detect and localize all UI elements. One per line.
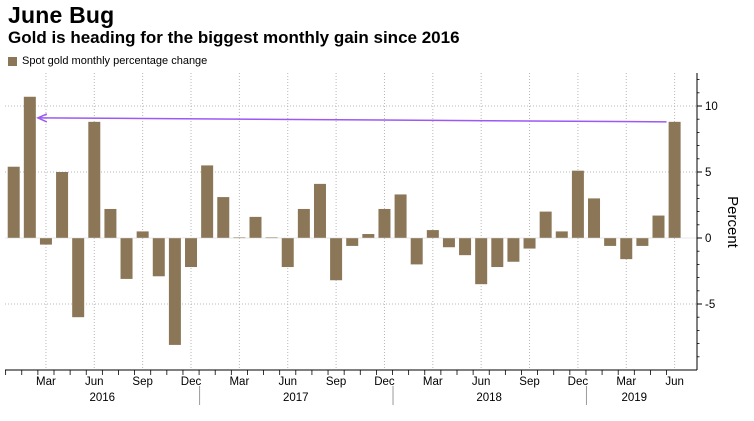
bar [330,238,343,281]
x-tick-label: Jun [665,376,684,388]
bar [459,238,472,256]
legend: Spot gold monthly percentage change [8,55,207,67]
chart-title: June Bug [8,2,115,28]
bar [507,238,520,262]
year-label: 2016 [90,392,116,404]
legend-label: Spot gold monthly percentage change [22,55,208,67]
y-tick-label: 5 [705,167,711,179]
bar [152,238,165,277]
bar [201,165,214,238]
bar [297,208,310,238]
bar [168,238,181,345]
bar [491,238,504,268]
bar [539,211,552,238]
bar [378,208,391,238]
bar [620,238,633,260]
chart-subtitle: Gold is heading for the biggest monthly … [8,28,460,47]
bar [313,183,326,238]
bar [475,238,488,285]
x-tick-label: Dec [181,376,202,388]
bar [346,238,359,246]
x-tick-label: Mar [36,376,56,388]
annotation-arrow-line [39,117,667,123]
bar [217,197,230,238]
bar [23,96,36,238]
x-tick-label: Sep [326,376,346,388]
year-label: 2017 [283,392,309,404]
bar [442,238,455,248]
bar [668,121,681,238]
bar [185,238,198,268]
bar [72,238,85,318]
x-tick-label: Dec [568,376,589,388]
bar [88,121,101,238]
x-tick-label: Jun [278,376,297,388]
bar [588,198,601,238]
bar [394,194,407,238]
y-tick-label: -5 [705,299,715,311]
legend-swatch [8,56,17,66]
bar [104,208,117,238]
bar [523,238,536,249]
year-label: 2018 [476,392,502,404]
y-axis-title: Percent [724,196,741,249]
x-tick-label: Jun [85,376,104,388]
bar [120,238,133,279]
bar [136,231,149,238]
x-tick-label: Mar [616,376,636,388]
bar [281,238,294,268]
y-tick-label: 10 [705,101,718,113]
bar [410,238,423,265]
bar [7,166,20,238]
year-label: 2019 [621,392,647,404]
bar [604,238,617,246]
bar [249,216,262,238]
x-tick-label: Dec [374,376,395,388]
bar [56,172,69,238]
bar [636,238,649,246]
bar [555,231,568,238]
bar [39,238,52,245]
x-tick-label: Mar [423,376,443,388]
bar [426,230,439,238]
x-tick-label: Sep [519,376,539,388]
x-tick-label: Jun [472,376,491,388]
bar [652,215,665,238]
y-tick-label: 0 [705,233,711,245]
bar [362,234,375,238]
x-tick-label: Sep [132,376,152,388]
annotation-arrow-head [36,113,48,123]
x-tick-label: Mar [229,376,249,388]
bar [571,170,584,238]
